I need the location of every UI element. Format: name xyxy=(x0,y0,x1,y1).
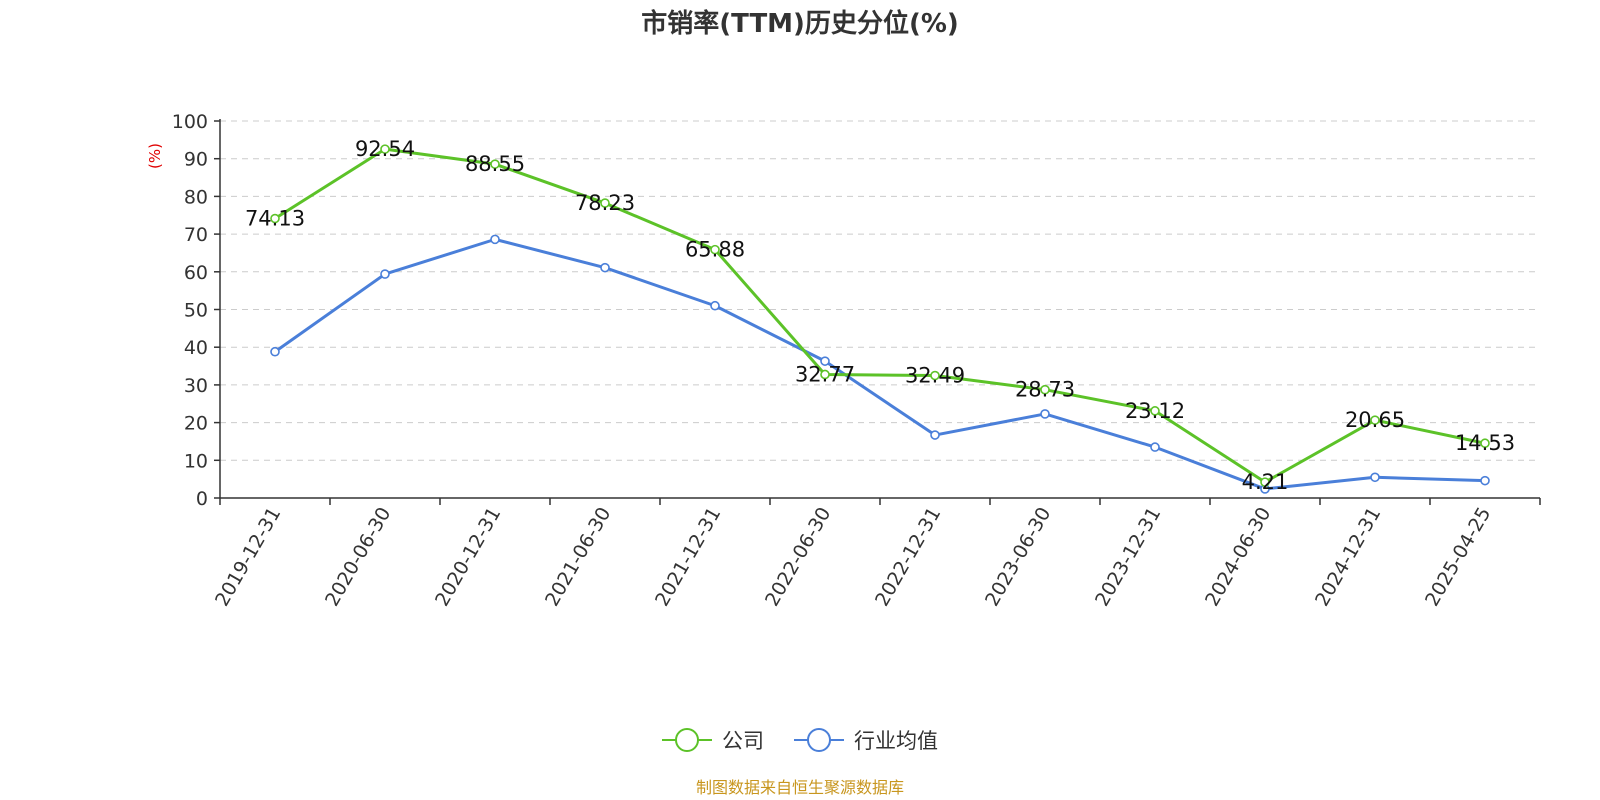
series-line-0 xyxy=(274,147,1486,484)
data-point-series-0 xyxy=(1370,415,1380,425)
data-point-series-0 xyxy=(600,198,610,208)
x-tick-label: 2022-06-30 xyxy=(761,504,835,611)
y-tick-label: 60 xyxy=(184,262,208,284)
legend-marker-1 xyxy=(807,728,831,752)
data-label: 88.55 xyxy=(465,152,525,176)
x-tick-label: 2023-06-30 xyxy=(981,504,1055,611)
axis-layer: 0 10 20 30 40 50 60 70 80 90 100 2019-12-31 2020-06-… xyxy=(172,111,1541,611)
data-label: 20.65 xyxy=(1345,408,1405,432)
series-layer xyxy=(270,144,1490,494)
legend-marker-0 xyxy=(675,728,699,752)
data-label: 14.53 xyxy=(1455,431,1515,455)
x-tick-label: 2024-12-31 xyxy=(1311,504,1385,611)
data-point-series-0 xyxy=(270,213,280,224)
data-point-series-0 xyxy=(1040,384,1050,395)
data-point-series-1 xyxy=(600,262,610,273)
x-tick-label: 2023-12-31 xyxy=(1091,504,1165,611)
data-point-series-0 xyxy=(1480,438,1490,449)
x-tick-label: 2020-12-31 xyxy=(431,504,505,611)
x-tick-label: 2021-06-30 xyxy=(541,504,615,611)
data-point-series-1 xyxy=(490,234,500,245)
data-point-series-1 xyxy=(820,356,830,366)
data-label-layer: 74.13 92.54 88.55 78.23 65.88 32.77 32.49 28.73… xyxy=(245,137,1515,494)
y-tick-label: 50 xyxy=(184,300,208,322)
y-tick-label: 90 xyxy=(184,149,208,171)
x-tick-label: 2025-04-25 xyxy=(1421,504,1495,611)
data-point-series-0 xyxy=(710,244,720,255)
data-label: 23.12 xyxy=(1125,399,1185,423)
data-point-series-0 xyxy=(1150,406,1160,416)
y-tick-label: 40 xyxy=(184,337,208,359)
data-label: 32.49 xyxy=(905,364,965,388)
data-point-series-1 xyxy=(1040,409,1050,419)
data-point-series-1 xyxy=(380,269,390,279)
legend: 公司 行业均值 xyxy=(662,728,938,753)
data-point-series-0 xyxy=(380,144,390,154)
y-axis-label: (%) xyxy=(146,143,164,169)
data-point-series-1 xyxy=(270,346,280,357)
y-tick-label: 80 xyxy=(184,186,208,208)
data-label: 74.13 xyxy=(245,207,305,231)
y-tick-label: 0 xyxy=(196,488,208,510)
data-label: 28.73 xyxy=(1015,378,1075,402)
grid-layer xyxy=(220,120,1540,461)
source-note: 制图数据来自恒生聚源数据库 xyxy=(696,778,904,797)
y-tick-label: 30 xyxy=(184,375,208,397)
x-tick-label: 2019-12-31 xyxy=(211,504,285,611)
data-point-series-0 xyxy=(820,369,830,380)
data-label: 32.77 xyxy=(795,362,855,386)
data-label: 78.23 xyxy=(575,191,635,215)
x-tick-label: 2022-12-31 xyxy=(871,504,945,611)
legend-label-0: 公司 xyxy=(722,729,764,753)
y-tick-label: 100 xyxy=(172,111,208,133)
data-point-series-0 xyxy=(1260,477,1270,487)
data-point-series-1 xyxy=(1480,475,1490,486)
data-label: 4.21 xyxy=(1242,470,1289,494)
x-tick-label: 2021-12-31 xyxy=(651,504,725,611)
y-tick-label: 10 xyxy=(184,450,208,472)
data-point-series-1 xyxy=(1370,472,1380,483)
data-point-series-1 xyxy=(930,430,940,440)
legend-label-1: 行业均值 xyxy=(854,729,938,753)
y-tick-label: 20 xyxy=(184,413,208,435)
data-point-series-0 xyxy=(930,370,940,381)
x-tick-label: 2020-06-30 xyxy=(321,504,395,611)
data-label: 92.54 xyxy=(355,137,415,161)
data-point-series-1 xyxy=(1150,442,1160,452)
chart-title: 市销率(TTM)历史分位(%) xyxy=(641,8,959,39)
x-tick-label: 2024-06-30 xyxy=(1201,504,1275,611)
data-point-series-0 xyxy=(490,159,500,169)
data-point-series-1 xyxy=(710,300,720,311)
y-tick-label: 70 xyxy=(184,224,208,246)
series-line-1 xyxy=(274,237,1486,491)
data-label: 65.88 xyxy=(685,238,745,262)
